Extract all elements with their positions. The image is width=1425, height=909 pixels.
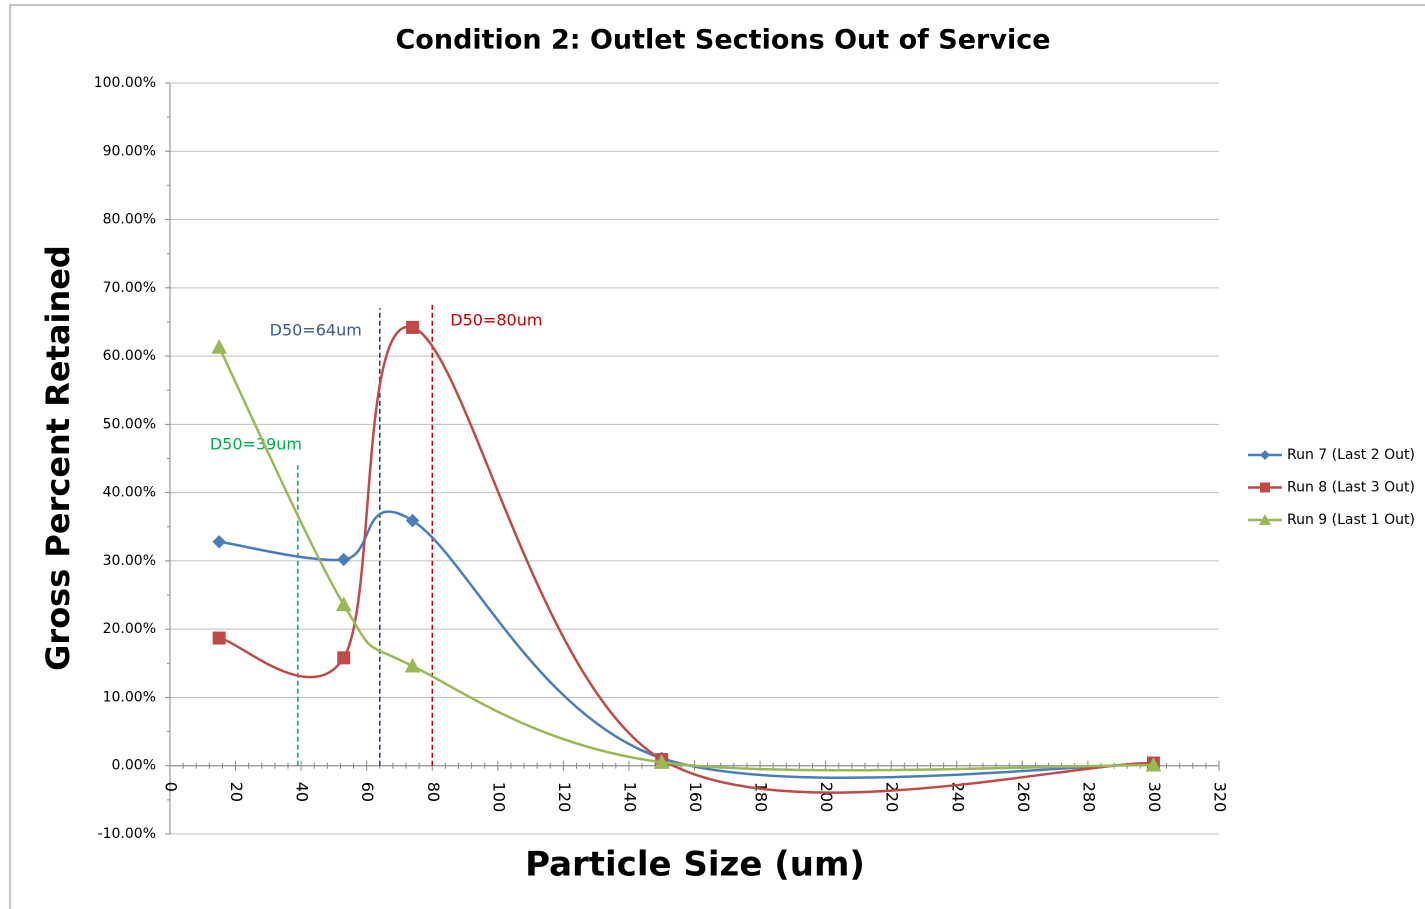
y-axis-label: Gross Percent Retained [39,245,77,671]
x-tick-label: 0 [162,782,181,792]
x-tick-label: 140 [620,782,639,813]
y-tick-label: 70.00% [103,280,156,296]
marker [404,657,421,673]
y-tick-label: 40.00% [103,485,156,501]
marker [212,631,226,645]
y-tick-label: 50.00% [103,416,156,432]
y-tick-label: 30.00% [103,553,156,569]
x-tick-label: 220 [883,782,902,813]
y-tick-label: 10.00% [103,689,156,705]
legend-marker [1260,482,1270,493]
x-tick-label: 60 [358,782,377,802]
x-tick-label: 100 [489,782,508,813]
x-tick-label: 20 [227,782,246,802]
series-line [218,346,1154,772]
marker [653,754,670,769]
x-tick-label: 260 [1014,782,1033,813]
x-tick-label: 80 [424,782,443,802]
y-tick-label: 100.00% [94,75,156,91]
annotation-label: D50=64um [270,321,362,340]
legend-label: Run 8 (Last 3 Out) [1287,480,1415,496]
marker [406,320,420,334]
marker [405,513,420,528]
x-tick-label: 240 [948,782,967,813]
legend-label: Run 9 (Last 1 Out) [1287,512,1415,528]
y-tick-label: 20.00% [103,621,156,637]
y-tick-label: 90.00% [103,143,156,159]
x-tick-label: 200 [817,782,836,813]
annotation-label: D50=39um [210,435,302,454]
y-tick-label: 80.00% [103,212,156,228]
marker [337,552,351,567]
marker [212,535,226,549]
annotation-label: D50=80um [450,311,542,330]
chart-title: Condition 2: Outlet Sections Out of Serv… [395,25,1050,56]
legend-marker [1260,450,1270,460]
x-tick-label: 40 [293,782,312,802]
marker [1145,756,1162,772]
x-tick-label: 180 [752,782,771,813]
y-tick-label: 60.00% [103,348,156,364]
x-tick-label: 320 [1211,782,1230,813]
x-tick-label: 120 [555,782,574,813]
x-tick-label: 160 [686,782,705,813]
x-axis-label: Particle Size (um) [525,845,865,885]
y-tick-label: -10.00% [98,826,156,842]
marker [211,339,228,354]
x-tick-label: 280 [1079,782,1098,813]
y-tick-label: 0.00% [112,758,156,774]
marker [337,651,351,665]
chart-frame [9,4,1425,909]
marker [335,596,352,612]
x-tick-label: 300 [1145,782,1164,813]
legend-label: Run 7 (Last 2 Out) [1287,447,1415,463]
legend-marker [1259,514,1271,525]
